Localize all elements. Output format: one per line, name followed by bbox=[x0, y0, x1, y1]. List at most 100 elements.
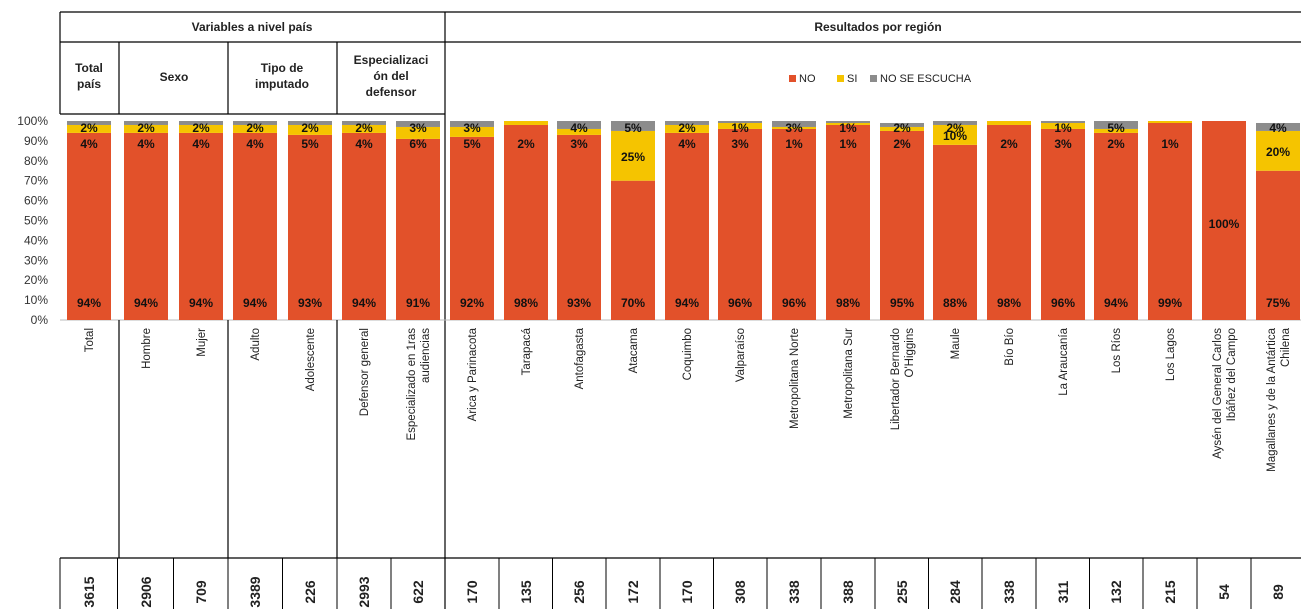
sample-count: 54 bbox=[1216, 584, 1232, 600]
data-label-no: 98% bbox=[514, 296, 538, 310]
y-tick-label: 0% bbox=[31, 313, 49, 327]
bar-segment-no bbox=[1148, 122, 1192, 321]
category-label: Metropolitana Sur bbox=[843, 328, 855, 419]
header-country-variables: Variables a nivel país bbox=[192, 20, 313, 34]
data-label-no: 98% bbox=[836, 296, 860, 310]
bar-segment-no-se-escucha bbox=[611, 121, 655, 131]
data-label-no: 75% bbox=[1266, 296, 1290, 310]
bar-segment-si bbox=[987, 121, 1031, 125]
y-tick-label: 30% bbox=[24, 253, 48, 267]
sample-count: 3615 bbox=[81, 576, 97, 607]
y-tick-label: 70% bbox=[24, 174, 48, 188]
data-label-si: 4% bbox=[192, 137, 210, 151]
bar-segment-si bbox=[880, 126, 924, 131]
y-tick-label: 50% bbox=[24, 214, 48, 228]
bar-segment-no-se-escucha bbox=[933, 121, 977, 125]
legend-swatch bbox=[870, 75, 877, 82]
data-label-no: 88% bbox=[943, 296, 967, 310]
category-label: Libertador Bernardo O'Higgins bbox=[890, 328, 916, 431]
data-label-no: 93% bbox=[298, 296, 322, 310]
sample-count: 135 bbox=[518, 580, 534, 604]
data-label-si: 4% bbox=[80, 137, 98, 151]
bar-segment-no bbox=[1202, 121, 1246, 320]
bar-segment-si bbox=[1094, 128, 1138, 133]
sample-count: 388 bbox=[840, 580, 856, 604]
bar-segment-no bbox=[396, 138, 440, 320]
category-label: Maule bbox=[950, 328, 962, 359]
category-label: Tarapacá bbox=[521, 327, 533, 375]
legend-entry: NO SE ESCUCHA bbox=[880, 73, 972, 85]
bar-segment-si bbox=[933, 124, 977, 145]
bar-segment-no-se-escucha bbox=[233, 121, 277, 125]
bar-segment-no-se-escucha bbox=[1041, 121, 1085, 123]
data-label-no-se-escucha: 2% bbox=[137, 121, 155, 135]
bar-segment-no bbox=[772, 128, 816, 320]
data-label-no-se-escucha: 3% bbox=[785, 121, 803, 135]
data-label-si: 5% bbox=[463, 137, 481, 151]
bar-segment-si bbox=[450, 126, 494, 137]
data-label-no: 94% bbox=[1104, 296, 1128, 310]
category-label: Especializado en 1ras audiencias bbox=[406, 328, 432, 441]
data-label-si: 4% bbox=[137, 137, 155, 151]
category-label: Atacama bbox=[628, 327, 640, 373]
bar-segment-no-se-escucha bbox=[665, 121, 709, 125]
bar-segment-no-se-escucha bbox=[342, 121, 386, 125]
bar-segment-no bbox=[179, 132, 223, 320]
bar-segment-no bbox=[665, 132, 709, 320]
header-region-results: Resultados por región bbox=[814, 20, 941, 34]
data-label-no: 92% bbox=[460, 296, 484, 310]
data-label-no: 94% bbox=[352, 296, 376, 310]
data-label-no-se-escucha: 1% bbox=[1054, 121, 1072, 135]
sample-count: 226 bbox=[302, 580, 318, 604]
data-label-si: 5% bbox=[301, 137, 319, 151]
category-label: Mujer bbox=[196, 328, 208, 357]
column-separators bbox=[59, 320, 1252, 609]
bar-segment-no bbox=[450, 136, 494, 320]
header-grid bbox=[59, 11, 1301, 609]
category-label: Metropolitana Norte bbox=[789, 328, 801, 429]
legend-entry: SI bbox=[847, 73, 857, 85]
bar-segment-no bbox=[557, 134, 601, 320]
bar-segment-no-se-escucha bbox=[880, 122, 924, 127]
bar-segment-no-se-escucha bbox=[557, 121, 601, 129]
data-label-si: 2% bbox=[1000, 137, 1018, 151]
bar-segment-no-se-escucha bbox=[288, 121, 332, 125]
data-label-no: 98% bbox=[997, 296, 1021, 310]
data-label-si: 4% bbox=[246, 137, 264, 151]
bar-segment-si bbox=[611, 130, 655, 181]
category-label: Adolescente bbox=[305, 328, 317, 391]
bar-segment-no bbox=[1094, 132, 1138, 320]
data-label-no-se-escucha: 3% bbox=[409, 121, 427, 135]
sample-count: 284 bbox=[947, 580, 963, 604]
bar-segment-no bbox=[880, 130, 924, 320]
data-label-si: 3% bbox=[570, 137, 588, 151]
header-imputado: Tipo de imputado bbox=[255, 61, 309, 91]
data-label-si: 2% bbox=[893, 137, 911, 151]
category-label: Magallanes y de la Antártica Chilena bbox=[1266, 327, 1292, 471]
sample-count: 308 bbox=[732, 580, 748, 604]
bar-segment-no-se-escucha bbox=[826, 121, 870, 123]
category-label: Total bbox=[84, 328, 96, 352]
data-label-no-se-escucha: 2% bbox=[80, 121, 98, 135]
data-label-no: 94% bbox=[77, 296, 101, 310]
bar-segment-no bbox=[504, 124, 548, 320]
sample-counts: 3615 2906 709 3389 226 2993 622 170 135 256 172 170… bbox=[81, 576, 1286, 607]
data-label-no-se-escucha: 2% bbox=[246, 121, 264, 135]
bar-segment-no bbox=[342, 132, 386, 320]
y-tick-label: 100% bbox=[17, 114, 48, 128]
bar-segment-no bbox=[67, 132, 111, 320]
data-label-no-se-escucha: 1% bbox=[839, 121, 857, 135]
category-label: Hombre bbox=[141, 328, 153, 369]
data-label-no: 91% bbox=[406, 296, 430, 310]
data-label-no: 70% bbox=[621, 296, 645, 310]
y-tick-label: 40% bbox=[24, 233, 48, 247]
y-axis: 0% 10% 20% 30% 40% 50% 60% 70% 80% 90% 100% bbox=[17, 114, 1301, 327]
category-label: Adulto bbox=[250, 328, 262, 361]
legend-entry: NO bbox=[799, 73, 816, 85]
data-label-no: 96% bbox=[782, 296, 806, 310]
bar-segment-no bbox=[718, 128, 762, 320]
data-label-si: 6% bbox=[409, 137, 427, 151]
bar-segment-no-se-escucha bbox=[67, 121, 111, 125]
data-label-si: 10% bbox=[943, 129, 967, 143]
bar-segment-no bbox=[933, 144, 977, 320]
